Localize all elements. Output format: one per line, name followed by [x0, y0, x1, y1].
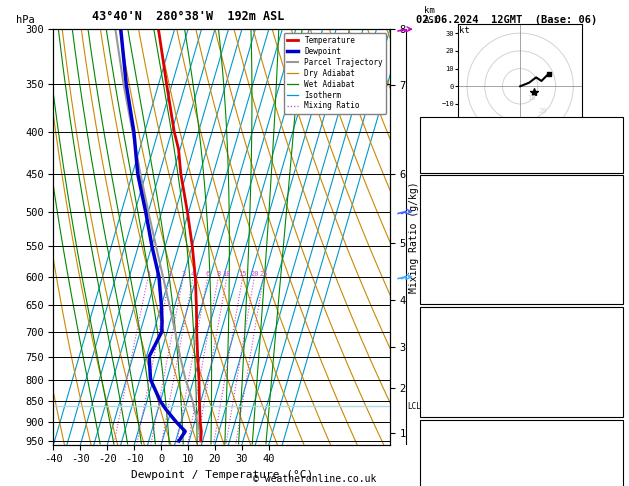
Text: StmDir: StmDir [423, 480, 459, 486]
Text: 1: 1 [146, 271, 150, 277]
Text: CAPE (J): CAPE (J) [423, 385, 470, 395]
Text: 25: 25 [259, 271, 268, 277]
Text: 311: 311 [602, 348, 620, 358]
Text: 28: 28 [608, 140, 620, 150]
Text: 8: 8 [216, 271, 221, 277]
Text: LCL: LCL [407, 402, 421, 411]
Text: kt: kt [459, 26, 470, 35]
Text: 2: 2 [168, 271, 172, 277]
Text: 0: 0 [614, 290, 620, 300]
Text: 6: 6 [206, 271, 210, 277]
Text: 3: 3 [181, 271, 186, 277]
Y-axis label: Mixing Ratio (g/kg): Mixing Ratio (g/kg) [409, 181, 419, 293]
Text: CIN (J): CIN (J) [423, 290, 464, 300]
Text: 0: 0 [614, 385, 620, 395]
Text: 1.69: 1.69 [596, 158, 620, 168]
X-axis label: Dewpoint / Temperature (°C): Dewpoint / Temperature (°C) [131, 470, 313, 480]
Text: PW (cm): PW (cm) [423, 158, 464, 168]
Text: SREH: SREH [423, 461, 447, 471]
Text: 925: 925 [602, 330, 620, 339]
Text: Dewp (°C): Dewp (°C) [423, 216, 476, 226]
Text: 23: 23 [608, 461, 620, 471]
Text: km
ASL: km ASL [424, 6, 440, 25]
Text: 20: 20 [539, 108, 547, 114]
Text: Surface: Surface [501, 179, 542, 189]
Text: © weatheronline.co.uk: © weatheronline.co.uk [253, 473, 376, 484]
Text: 305: 305 [602, 235, 620, 244]
Legend: Temperature, Dewpoint, Parcel Trajectory, Dry Adiabat, Wet Adiabat, Isotherm, Mi: Temperature, Dewpoint, Parcel Trajectory… [284, 33, 386, 114]
Text: K: K [423, 122, 429, 131]
Text: θᴇ (K): θᴇ (K) [423, 348, 459, 358]
Text: 2: 2 [614, 122, 620, 131]
Text: hPa: hPa [16, 15, 35, 25]
Text: 13: 13 [608, 253, 620, 263]
Text: -25: -25 [602, 443, 620, 452]
Text: Lifted Index: Lifted Index [423, 253, 494, 263]
Text: 14.3: 14.3 [596, 198, 620, 208]
Text: 02.06.2024  12GMT  (Base: 06): 02.06.2024 12GMT (Base: 06) [416, 15, 598, 25]
Text: 20: 20 [250, 271, 259, 277]
Text: Temp (°C): Temp (°C) [423, 198, 476, 208]
Text: CIN (J): CIN (J) [423, 403, 464, 413]
Text: 0: 0 [614, 272, 620, 281]
Text: Totals Totals: Totals Totals [423, 140, 499, 150]
Text: 272°: 272° [596, 480, 620, 486]
Text: θᴇ(K): θᴇ(K) [423, 235, 453, 244]
Text: Hodograph: Hodograph [495, 424, 548, 434]
Text: Lifted Index: Lifted Index [423, 366, 494, 376]
Text: 15: 15 [238, 271, 247, 277]
Text: 10: 10 [223, 271, 231, 277]
Text: 6.2: 6.2 [602, 216, 620, 226]
Text: EH: EH [423, 443, 435, 452]
Text: 4: 4 [191, 271, 196, 277]
Text: Most Unstable: Most Unstable [483, 311, 560, 321]
Text: 43°40'N  280°38'W  192m ASL: 43°40'N 280°38'W 192m ASL [92, 10, 284, 23]
Text: 9: 9 [614, 366, 620, 376]
Text: CAPE (J): CAPE (J) [423, 272, 470, 281]
Text: 10: 10 [528, 95, 536, 101]
Text: 0: 0 [614, 403, 620, 413]
Text: Pressure (mb): Pressure (mb) [423, 330, 499, 339]
